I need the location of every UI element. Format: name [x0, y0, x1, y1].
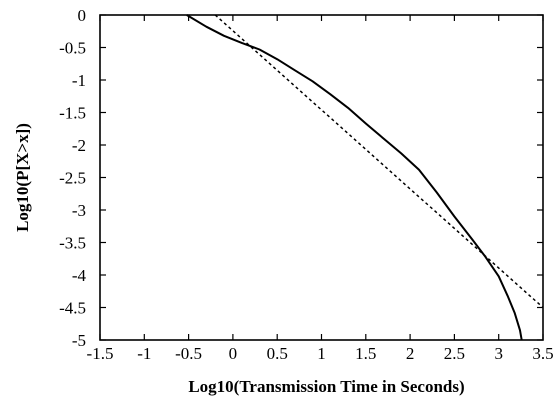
y-tick-label: -5: [72, 331, 86, 350]
empirical-ccdf-line: [186, 14, 523, 341]
y-tick-label: -3: [72, 201, 86, 220]
x-tick-label: 3: [494, 344, 503, 363]
x-tick-label: -1: [137, 344, 151, 363]
x-tick-label: 1.5: [355, 344, 376, 363]
y-tick-label: -3.5: [59, 234, 86, 253]
x-tick-label: 1: [317, 344, 326, 363]
x-tick-label: 0.5: [267, 344, 288, 363]
tick-labels: -1.5 -1 -0.5 0 0.5 1 1.5 2 2.5 3 3.5 0 -0.5 -1 -1.5 -2 -…: [59, 6, 554, 363]
y-tick-label: -1: [72, 71, 86, 90]
x-axis-label: Log10(Transmission Time in Seconds): [188, 377, 464, 396]
plot-area: [186, 14, 544, 341]
plot-frame: [99, 14, 544, 341]
x-tick-label: 2.5: [444, 344, 465, 363]
y-tick-label: -4: [72, 266, 87, 285]
y-tick-label: -2: [72, 136, 86, 155]
y-tick-label: -4.5: [59, 299, 86, 318]
fit-line: [214, 14, 544, 309]
y-tick-label: 0: [78, 6, 87, 25]
x-tick-label: -0.5: [175, 344, 202, 363]
x-tick-label: 2: [406, 344, 415, 363]
axis-ticks: [99, 14, 544, 341]
x-tick-label: -1.5: [87, 344, 114, 363]
x-tick-label: 0: [229, 344, 238, 363]
y-tick-label: -0.5: [59, 39, 86, 58]
x-tick-label: 3.5: [532, 344, 553, 363]
y-tick-label: -1.5: [59, 104, 86, 123]
y-tick-label: -2.5: [59, 169, 86, 188]
y-axis-label: Log10(P[X>x]): [13, 123, 32, 232]
